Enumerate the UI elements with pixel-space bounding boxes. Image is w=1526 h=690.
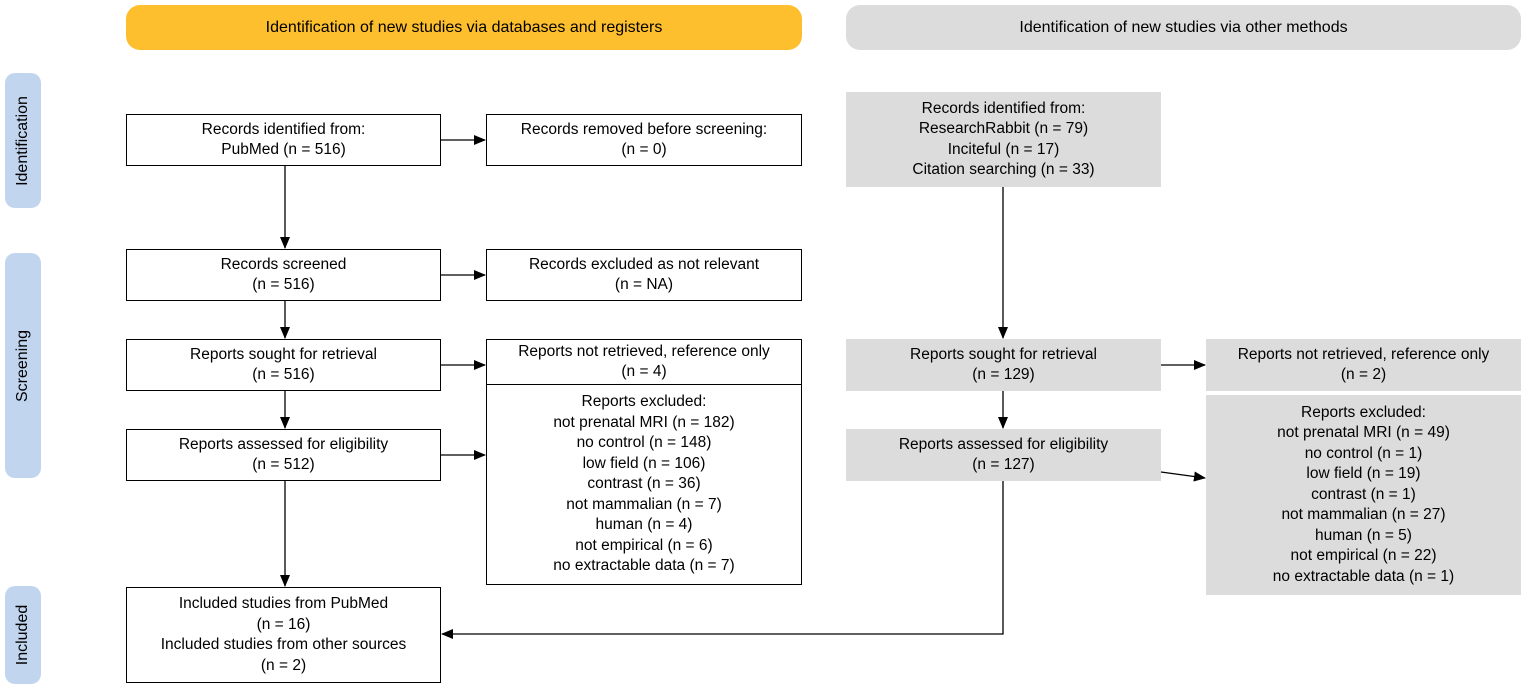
box-line: contrast (n = 36) [587,475,701,493]
db-records-removed-box: Records removed before screening: (n = 0… [486,114,802,166]
box-line: Records identified from: [201,120,366,138]
box-line: ResearchRabbit (n = 79) [918,120,1089,137]
box-line: Reports sought for retrieval [190,345,377,363]
box-line: (n = 512) [252,456,315,473]
box-line: Included studies from other sources [160,636,407,653]
box-line: Reports sought for retrieval [910,345,1097,363]
box-line: PubMed (n = 516) [221,141,346,158]
other-reports-sought-box: Reports sought for retrieval (n = 129) [846,339,1161,391]
box-line: Records excluded as not relevant [528,255,760,273]
db-records-identified-box: Records identified from: PubMed (n = 516… [126,114,441,166]
box-line: (n = 4) [621,363,667,380]
box-line: (n = 16) [256,615,311,633]
included-studies-box: Included studies from PubMed (n = 16) In… [126,587,441,683]
box-line: contrast (n = 1) [1311,485,1416,503]
box-line: (n = 129) [972,366,1035,383]
box-line: (n = 2) [260,656,307,674]
box-line: Inciteful (n = 17) [947,140,1060,158]
box-line: Citation searching (n = 33) [912,161,1095,178]
box-line: human (n = 5) [1315,526,1412,544]
box-line: low field (n = 19) [1306,465,1421,483]
box-line: Records screened [220,255,347,273]
box-line: (n = 0) [621,141,667,158]
box-line: no control (n = 148) [576,434,712,452]
db-reports-sought-box: Reports sought for retrieval (n = 516) [126,339,441,391]
box-line: Included studies from PubMed [178,595,389,612]
box-line: Reports not retrieved, reference only [518,342,770,360]
box-line: not empirical (n = 22) [1290,547,1437,565]
box-line: Reports excluded: [1301,403,1426,421]
db-reports-assessed-box: Reports assessed for eligibility (n = 51… [126,429,441,481]
other-methods-header: Identification of new studies via other … [846,5,1521,50]
box-line: not mammalian (n = 7) [566,495,722,513]
arrow-other-assessed-to-excluded [1160,471,1206,482]
box-line: low field (n = 106) [582,454,706,472]
stage-identification: Identification [5,73,41,208]
box-line: human (n = 4) [595,516,693,534]
arrow-other-to-included [441,481,1004,639]
db-records-excluded-box: Records excluded as not relevant (n = NA… [486,249,802,301]
box-line: not mammalian (n = 27) [1281,506,1446,524]
box-line: Reports not retrieved, reference only [1237,345,1490,363]
box-line: Reports assessed for eligibility [898,435,1109,453]
box-line: (n = NA) [614,276,674,293]
box-line: (n = 516) [252,366,315,383]
db-records-screened-box: Records screened (n = 516) [126,249,441,301]
stage-included: Included [5,586,41,684]
other-methods-header-text: Identification of new studies via other … [1019,18,1348,36]
db-reports-not-retrieved-box: Reports not retrieved, reference only (n… [486,339,802,385]
box-line: not prenatal MRI (n = 49) [1277,424,1450,442]
box-line: no extractable data (n = 1) [1272,567,1455,585]
box-line: Reports excluded: [581,393,707,411]
box-line: not empirical (n = 6) [575,536,713,554]
box-line: no extractable data (n = 7) [553,557,735,575]
box-line: Records removed before screening: [520,120,768,138]
stage-screening: Screening [5,253,41,478]
other-records-identified-box: Records identified from: ResearchRabbit … [846,92,1161,187]
databases-header-text: Identification of new studies via databa… [265,18,663,36]
box-line: Records identified from: [921,99,1086,117]
box-line: not prenatal MRI (n = 182) [553,413,735,431]
box-line: (n = 2) [1340,366,1387,383]
box-line: no control (n = 1) [1304,444,1423,462]
other-reports-assessed-box: Reports assessed for eligibility (n = 12… [846,429,1161,481]
db-reports-excluded-box: Reports excluded: not prenatal MRI (n = … [486,384,802,585]
box-line: Reports assessed for eligibility [178,435,389,453]
box-line: (n = 127) [972,456,1035,473]
other-reports-excluded-box: Reports excluded: not prenatal MRI (n = … [1206,395,1521,595]
other-reports-not-retrieved-box: Reports not retrieved, reference only (n… [1206,339,1521,391]
box-line: (n = 516) [252,276,315,293]
databases-header: Identification of new studies via databa… [126,5,802,50]
